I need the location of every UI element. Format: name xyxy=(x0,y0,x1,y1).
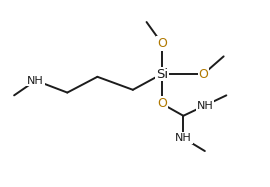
Text: O: O xyxy=(198,68,208,81)
Text: O: O xyxy=(157,97,167,110)
Text: NH: NH xyxy=(175,133,192,143)
Text: NH: NH xyxy=(197,101,213,111)
Text: Si: Si xyxy=(156,68,168,81)
Text: O: O xyxy=(157,37,167,50)
Text: NH: NH xyxy=(27,76,44,85)
